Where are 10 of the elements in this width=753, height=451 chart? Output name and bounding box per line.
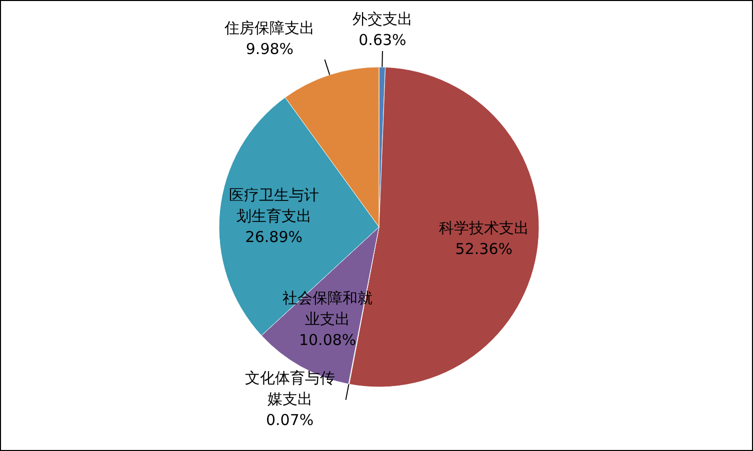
data-label: 0.63% — [358, 31, 406, 50]
slice-label: 住房保障支出 — [224, 18, 315, 37]
slice-label: 外交支出 — [352, 10, 412, 28]
data-label: 26.89% — [245, 228, 302, 246]
data-label: 9.98% — [246, 40, 294, 58]
data-label: 10.08% — [298, 330, 356, 349]
data-label: 0.07% — [266, 411, 314, 430]
slice-label: 科学技术支出 — [438, 218, 529, 237]
slice-label: 医疗卫生与计划生育支出 — [228, 186, 319, 226]
data-label: 52.36% — [455, 240, 512, 258]
